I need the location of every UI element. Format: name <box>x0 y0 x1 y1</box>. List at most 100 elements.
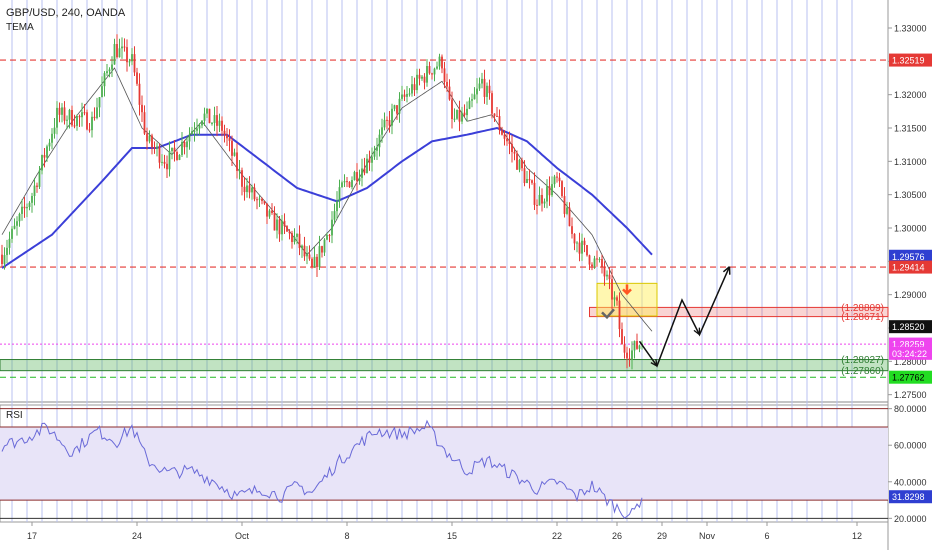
price-tick-label: 1.33000 <box>894 24 927 34</box>
candle-body <box>171 147 173 152</box>
candle-body <box>398 98 401 114</box>
candle-body <box>446 81 448 87</box>
candle-body <box>388 120 391 126</box>
candle-body <box>503 134 506 139</box>
candle-body <box>261 198 263 201</box>
candle-body <box>526 179 528 184</box>
candle-body <box>628 358 631 360</box>
candle-body <box>476 88 478 95</box>
candle-body <box>436 66 438 69</box>
time-tick-label: 8 <box>344 531 349 541</box>
candle-body <box>493 113 496 116</box>
candle-body <box>156 146 158 149</box>
price-tick-label: 1.31000 <box>894 157 927 167</box>
price-badge-text: 1.27762 <box>892 373 925 383</box>
candle-body <box>1 254 3 264</box>
candle-body <box>51 133 53 143</box>
candle-body <box>468 100 471 109</box>
price-badge <box>889 260 932 274</box>
candle-body <box>106 71 108 74</box>
rsi-tick-label: 20.0000 <box>894 514 927 524</box>
candle-body <box>188 134 191 142</box>
candle-body <box>136 72 138 84</box>
candle-body <box>418 74 421 79</box>
candle-body <box>433 68 436 75</box>
candle-body <box>528 179 531 181</box>
candle-body <box>501 129 503 135</box>
price-tick-label: 1.32000 <box>894 90 927 100</box>
candle-body <box>83 112 86 114</box>
candle-body <box>361 168 363 178</box>
candle-body <box>516 153 518 170</box>
time-tick-label: 24 <box>132 531 142 541</box>
candle-body <box>36 185 38 187</box>
candle-body <box>291 233 293 242</box>
candle-body <box>18 213 21 222</box>
candle-body <box>481 78 483 84</box>
candle-body <box>466 108 468 116</box>
candle-body <box>513 152 516 154</box>
candle-body <box>246 185 248 193</box>
candle-body <box>623 344 626 353</box>
candle-body <box>568 207 571 227</box>
candle-body <box>536 204 538 206</box>
candle-body <box>491 93 493 114</box>
candle-body <box>8 238 11 248</box>
candle-body <box>576 242 578 244</box>
candle-body <box>253 187 256 200</box>
candle-body <box>143 112 146 134</box>
candle-body <box>56 107 58 128</box>
time-tick-label: 12 <box>852 531 862 541</box>
candle-body <box>601 259 603 268</box>
price-badge-text: 1.29414 <box>892 263 925 273</box>
candle-body <box>118 48 121 58</box>
candle-body <box>386 119 388 121</box>
candle-body <box>108 69 111 72</box>
candle-body <box>318 246 321 268</box>
candle-body <box>208 108 211 124</box>
zone-price-label: (1.28809) <box>841 303 884 314</box>
candle-body <box>6 247 8 256</box>
candle-body <box>281 220 283 235</box>
candle-body <box>551 184 553 196</box>
candle-body <box>91 116 93 131</box>
time-tick-label: 26 <box>612 531 622 541</box>
candle-body <box>381 127 383 135</box>
forecast-turn-arrow <box>650 358 658 367</box>
candle-body <box>218 120 221 126</box>
candle-body <box>213 115 216 123</box>
time-tick-label: 17 <box>27 531 37 541</box>
candle-body <box>101 86 103 98</box>
candle-body <box>176 151 178 160</box>
candle-body <box>431 73 433 75</box>
candle-body <box>238 170 241 172</box>
candle-body <box>58 107 61 115</box>
candle-body <box>183 142 186 148</box>
zone-price-label: (1.27860) <box>841 366 884 377</box>
candle-body <box>43 155 46 158</box>
candle-body <box>396 105 398 114</box>
candle-body <box>596 258 598 260</box>
candle-body <box>11 228 13 239</box>
candle-body <box>548 186 551 196</box>
candle-body <box>178 154 181 160</box>
candle-body <box>181 142 183 155</box>
candle-body <box>353 172 356 181</box>
candle-body <box>478 83 481 89</box>
candle-body <box>561 181 563 197</box>
candle-body <box>251 187 253 193</box>
candle-body <box>403 94 406 97</box>
candle-body <box>173 147 176 152</box>
candle-body <box>531 180 533 183</box>
candle-body <box>226 134 228 139</box>
candle-body <box>346 181 348 183</box>
candle-body <box>373 150 376 157</box>
candle-body <box>613 297 616 300</box>
candle-body <box>138 83 141 105</box>
candle-body <box>266 203 268 217</box>
candle-body <box>223 130 226 135</box>
candle-body <box>168 151 171 170</box>
price-badge-text: 1.29576 <box>892 252 925 262</box>
candle-body <box>111 64 113 70</box>
candle-body <box>376 147 378 151</box>
